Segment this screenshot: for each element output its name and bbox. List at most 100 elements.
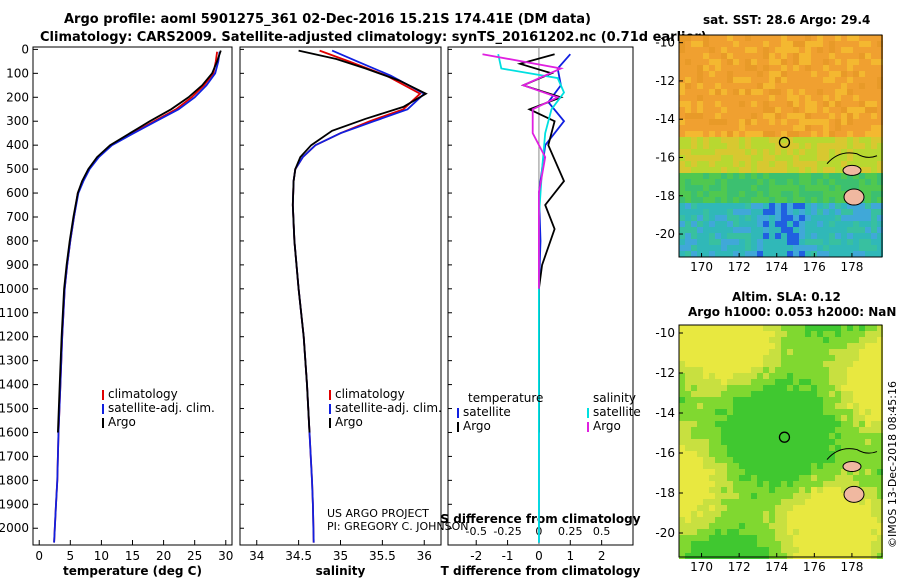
map-cell	[865, 131, 871, 137]
x-top-tick-label: -0.5	[465, 525, 486, 538]
map-cell	[757, 337, 763, 343]
map-cell	[775, 553, 781, 559]
map-cell	[739, 251, 745, 257]
map-cell	[877, 179, 883, 185]
map-cell	[679, 209, 685, 215]
map-cell	[769, 113, 775, 119]
map-cell	[817, 35, 823, 41]
map-cell	[817, 125, 823, 131]
map-cell	[679, 89, 685, 95]
map-cell	[853, 101, 859, 107]
map-cell	[697, 245, 703, 251]
map-cell	[685, 65, 691, 71]
map-cell	[715, 197, 721, 203]
map-cell	[835, 529, 841, 535]
y-tick-label: 1700	[0, 449, 29, 463]
map-cell	[823, 83, 829, 89]
map-cell	[799, 433, 805, 439]
map-cell	[811, 83, 817, 89]
map-cell	[691, 89, 697, 95]
map-cell	[853, 215, 859, 221]
map-cell	[757, 517, 763, 523]
map-cell	[865, 239, 871, 245]
map-cell	[697, 421, 703, 427]
map-cell	[817, 343, 823, 349]
map-cell	[703, 331, 709, 337]
map-cell	[853, 89, 859, 95]
map-cell	[691, 493, 697, 499]
map-cell	[739, 107, 745, 113]
map-cell	[847, 83, 853, 89]
map-cell	[787, 83, 793, 89]
map-cell	[781, 391, 787, 397]
map-cell	[685, 77, 691, 83]
map-cell	[763, 541, 769, 547]
map-cell	[721, 403, 727, 409]
map-cell	[817, 373, 823, 379]
map-cell	[859, 137, 865, 143]
map-cell	[733, 427, 739, 433]
map-cell	[811, 463, 817, 469]
map-cell	[871, 475, 877, 481]
map-cell	[733, 137, 739, 143]
map-cell	[841, 433, 847, 439]
map-cell	[793, 89, 799, 95]
map-cell	[865, 215, 871, 221]
map-cell	[763, 143, 769, 149]
map-cell	[793, 203, 799, 209]
map-cell	[847, 125, 853, 131]
map-cell	[733, 119, 739, 125]
map-cell	[709, 95, 715, 101]
map-cell	[709, 149, 715, 155]
series-line-salinity-satellite	[497, 54, 566, 543]
map-cell	[805, 143, 811, 149]
series-line-argo	[291, 49, 428, 433]
map-cell	[763, 125, 769, 131]
map-cell	[829, 481, 835, 487]
map-cell	[775, 343, 781, 349]
map-cell	[811, 409, 817, 415]
map-cell	[829, 331, 835, 337]
map-cell	[763, 493, 769, 499]
map-cell	[703, 355, 709, 361]
map-cell	[691, 113, 697, 119]
map-cell	[865, 77, 871, 83]
map-cell	[697, 553, 703, 559]
map-cell	[733, 397, 739, 403]
map-cell	[865, 427, 871, 433]
map-cell	[679, 511, 685, 517]
map-cell	[685, 191, 691, 197]
map-cell	[685, 409, 691, 415]
map-cell	[877, 523, 883, 529]
map-cell	[817, 427, 823, 433]
map-cell	[823, 155, 829, 161]
map-cell	[835, 541, 841, 547]
y-tick-label: 1600	[0, 425, 29, 439]
map-cell	[685, 541, 691, 547]
map-cell	[763, 179, 769, 185]
map-cell	[811, 343, 817, 349]
map-cell	[679, 143, 685, 149]
map-cell	[721, 445, 727, 451]
map-cell	[751, 83, 757, 89]
map-cell	[835, 439, 841, 445]
map-cell	[739, 523, 745, 529]
map-cell	[829, 149, 835, 155]
map-cell	[715, 47, 721, 53]
map-cell	[733, 355, 739, 361]
map-cell	[751, 493, 757, 499]
map-cell	[829, 155, 835, 161]
map-cell	[871, 107, 877, 113]
map-cell	[829, 77, 835, 83]
map-cell	[787, 403, 793, 409]
map-cell	[745, 167, 751, 173]
map-cell	[871, 367, 877, 373]
map-cell	[721, 499, 727, 505]
map-cell	[787, 77, 793, 83]
map-cell	[679, 445, 685, 451]
map-cell	[733, 385, 739, 391]
map-cell	[859, 355, 865, 361]
map-cell	[877, 167, 883, 173]
map-cell	[775, 367, 781, 373]
map-cell	[859, 325, 865, 331]
